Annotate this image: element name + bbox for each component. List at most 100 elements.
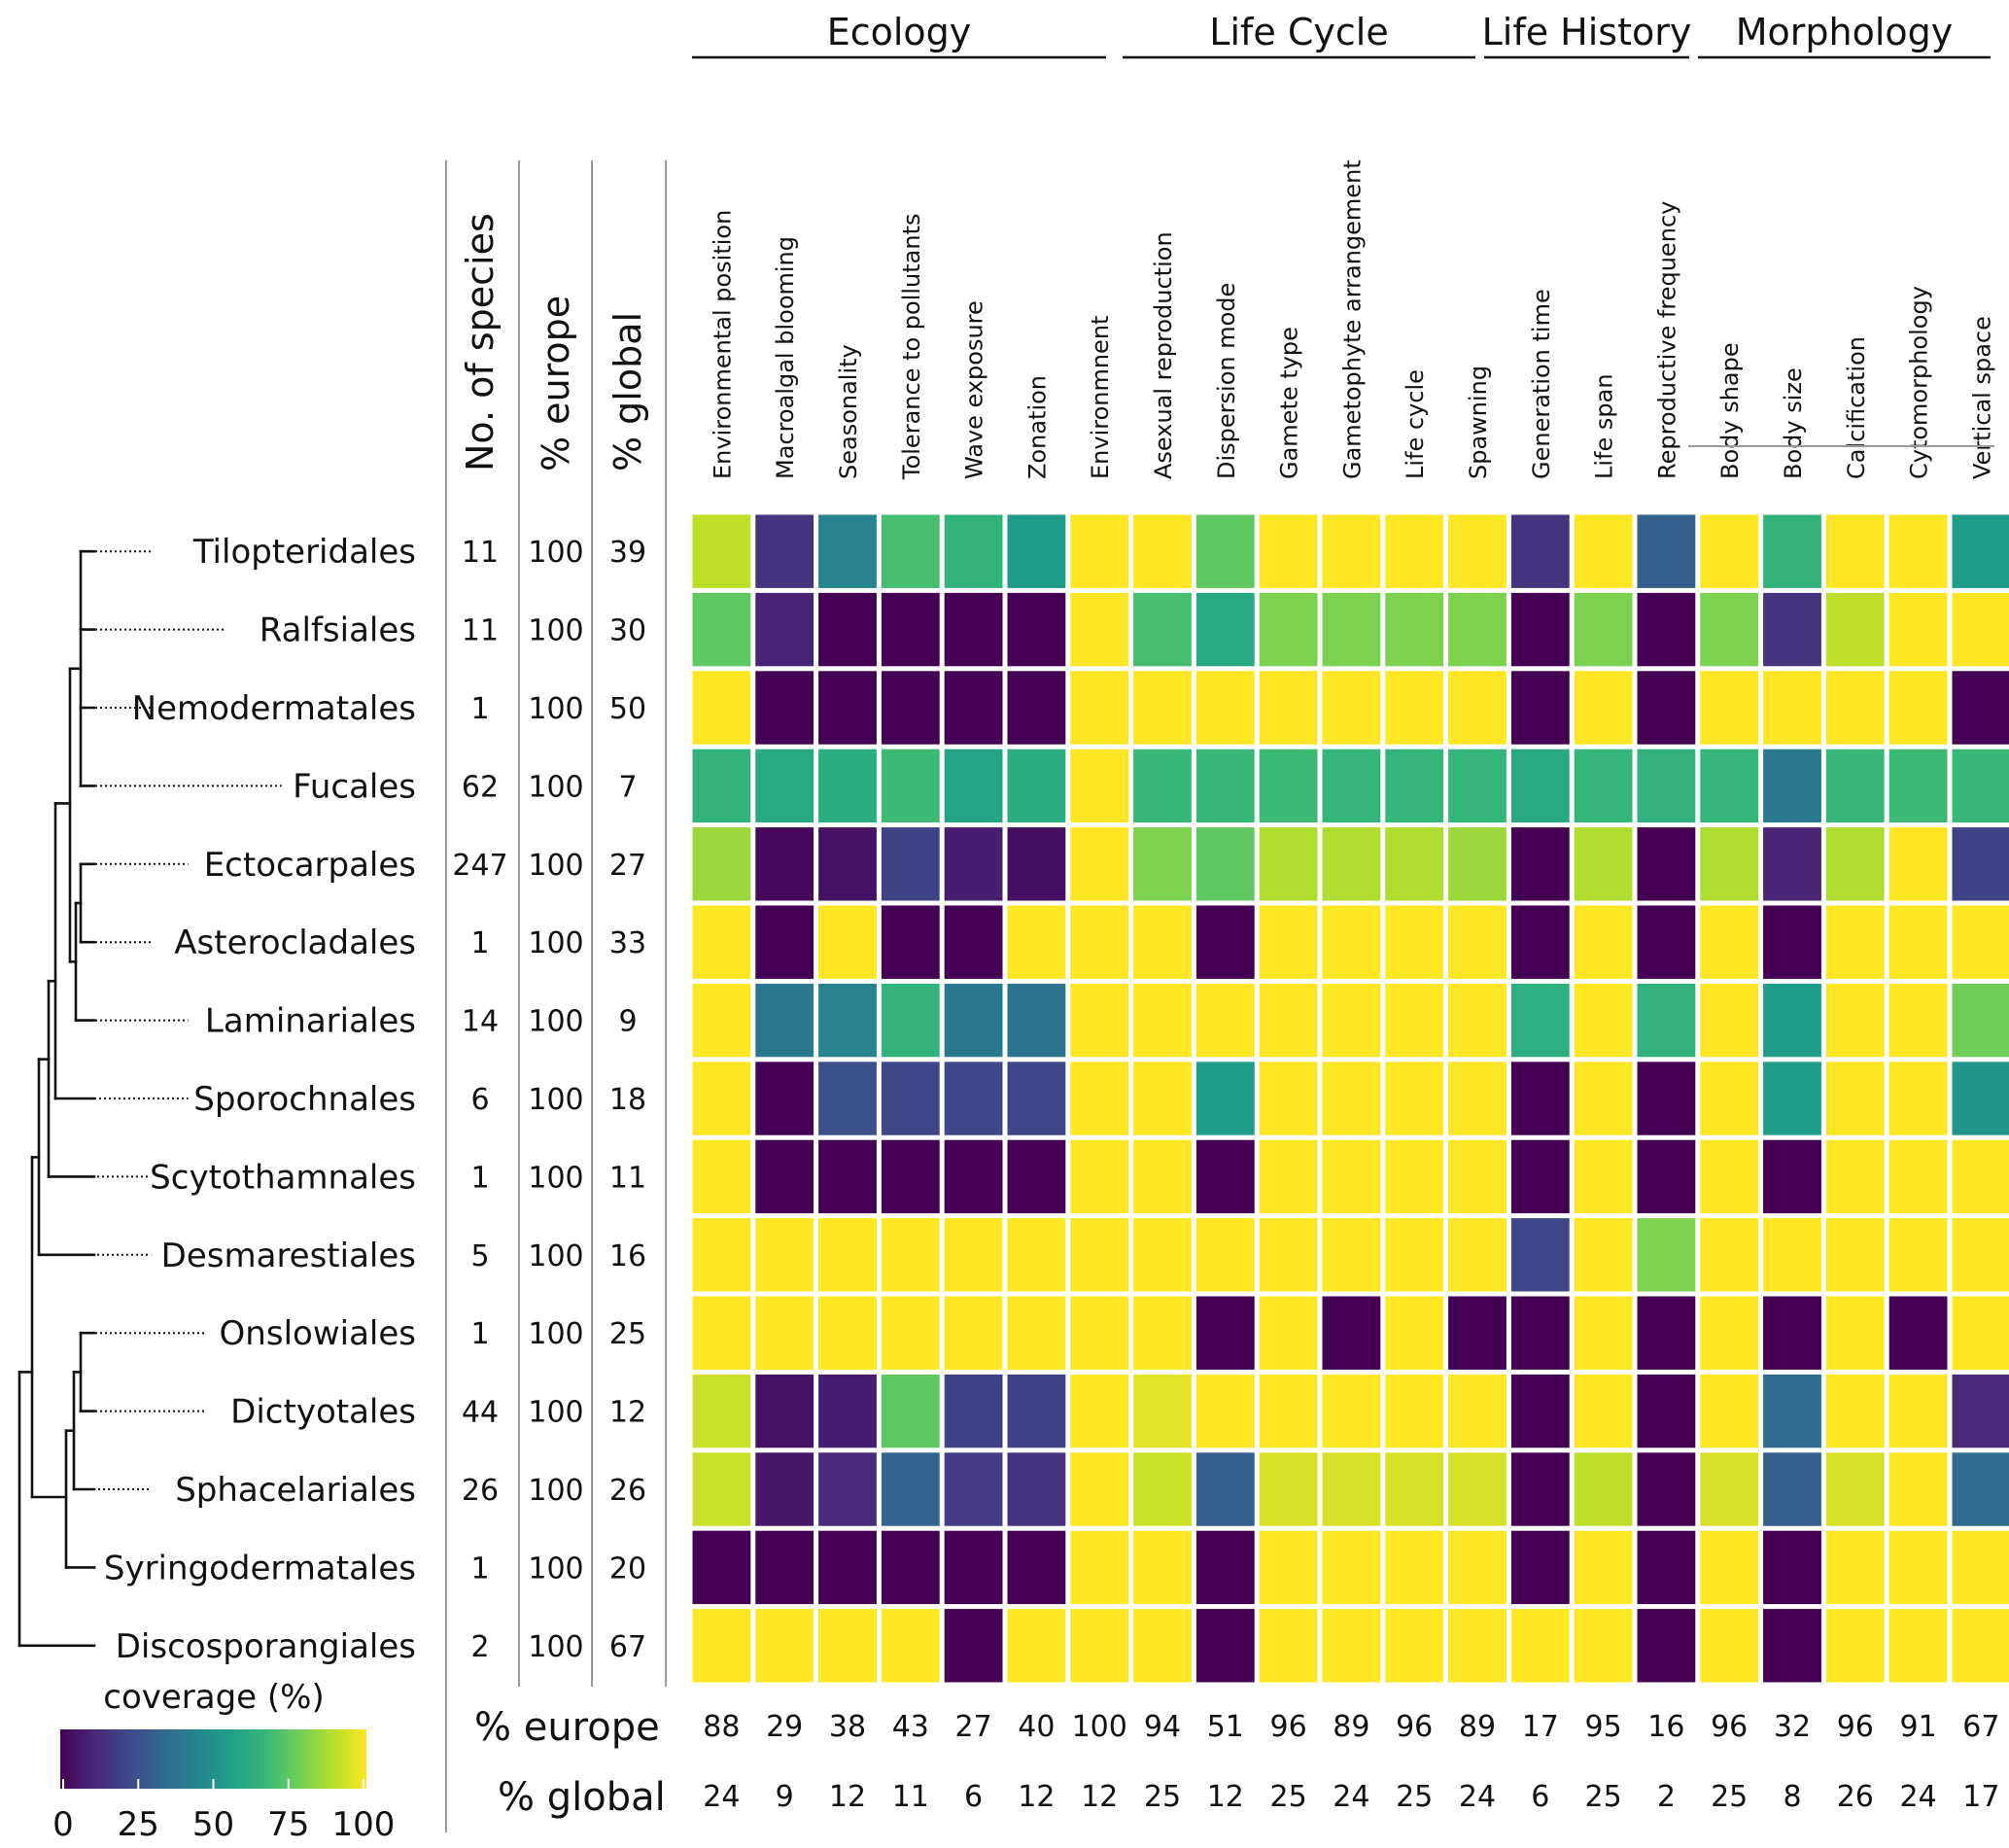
footer-europe-value: 27 (955, 1710, 992, 1744)
heatmap-cell (1510, 592, 1570, 667)
footer-europe-value: 89 (1459, 1710, 1496, 1744)
heatmap-cell (1385, 671, 1444, 745)
footer-global-value: 24 (703, 1780, 740, 1814)
heatmap-cell (1070, 749, 1129, 823)
heatmap-cell (1574, 749, 1633, 823)
heatmap-cell (1700, 1062, 1759, 1135)
order-label-nemodermatales: Nemodermatales (132, 689, 416, 728)
heatmap-cell (1700, 671, 1759, 745)
species-count: 1 (470, 926, 489, 960)
heatmap-cell (1888, 671, 1948, 745)
heatmap-cell (1133, 1139, 1192, 1214)
europe-percent: 100 (528, 1161, 583, 1195)
footer-europe-value: 38 (829, 1710, 866, 1744)
heatmap-cell (1259, 1530, 1318, 1605)
heatmap-cell (1825, 1530, 1885, 1605)
footer-europe-value: 17 (1522, 1710, 1559, 1744)
heatmap-cell (1510, 1374, 1570, 1448)
heatmap-cell (1574, 671, 1633, 745)
heatmap-cell (1385, 514, 1444, 588)
heatmap-cell (1385, 749, 1444, 823)
heatmap-cell (692, 514, 751, 588)
heatmap-cell (1952, 1296, 2009, 1370)
legend-tick-label: 75 (267, 1805, 309, 1844)
heatmap-cell (1259, 1374, 1318, 1448)
footer-global-value: 25 (1270, 1780, 1307, 1814)
heatmap-cell (1510, 905, 1570, 979)
heatmap-cell (1700, 592, 1759, 667)
heatmap-cell (1195, 1062, 1255, 1135)
heatmap-cell (1195, 592, 1255, 667)
heatmap-cell (1448, 983, 1507, 1058)
heatmap-cell (818, 1218, 877, 1292)
heatmap-cell (1952, 1609, 2009, 1683)
footer-global-label: % global (498, 1775, 666, 1820)
heatmap-cell (1888, 827, 1948, 901)
trait-header-tolerance-to-pollutants: Tolerance to pollutants (898, 213, 925, 480)
heatmap-cell (1259, 1609, 1318, 1683)
heatmap-cell (1448, 1530, 1507, 1605)
heatmap-cell (1510, 671, 1570, 745)
heatmap-cell (1133, 983, 1192, 1058)
heatmap-cell (1322, 1530, 1381, 1605)
trait-header-environmental-position: Environmental position (709, 210, 736, 479)
order-label-onslowiales: Onslowiales (220, 1314, 416, 1353)
heatmap-cell (1133, 1609, 1192, 1683)
heatmap-cell (1825, 1609, 1885, 1683)
heatmap-cell (1763, 1062, 1821, 1135)
heatmap-cell (881, 827, 940, 901)
heatmap-cell (818, 514, 877, 588)
heatmap-cell (1448, 1062, 1507, 1135)
heatmap-cell (1070, 1609, 1129, 1683)
order-label-desmarestiales: Desmarestiales (161, 1237, 416, 1275)
footer-europe-value: 29 (766, 1710, 803, 1744)
heatmap-cell (1007, 592, 1066, 667)
heatmap-cell (818, 1139, 877, 1214)
trait-header-reproductive-frequency: Reproductive frequency (1653, 201, 1680, 479)
group-title-morphology: Morphology (1736, 11, 1954, 53)
heatmap-cell (818, 1374, 877, 1448)
footer-global-value: 24 (1459, 1780, 1496, 1814)
heatmap-cell (1888, 1609, 1948, 1683)
heatmap-cell (1385, 827, 1444, 901)
footer-global-value: 25 (1396, 1780, 1433, 1814)
footer-europe-label: % europe (474, 1705, 660, 1750)
heatmap-cell (1825, 1374, 1885, 1448)
footer-europe-value: 96 (1396, 1710, 1433, 1744)
heatmap-cell (1952, 1530, 2009, 1605)
heatmap-cell (1322, 1374, 1381, 1448)
heatmap-cell (1070, 514, 1129, 588)
heatmap-cell (692, 671, 751, 745)
heatmap-cell (944, 1609, 1003, 1683)
heatmap-cell (755, 827, 814, 901)
heatmap-cell (1574, 1452, 1633, 1526)
heatmap-cell (881, 1530, 940, 1605)
europe-percent: 100 (528, 1474, 583, 1508)
footer-global-value: 9 (776, 1780, 794, 1814)
heatmap-cell (1448, 749, 1507, 823)
heatmap-cell (1700, 514, 1759, 588)
order-label-discosporangiales: Discosporangiales (116, 1627, 416, 1666)
heatmap-cell (1133, 514, 1192, 588)
heatmap-cell (818, 749, 877, 823)
global-percent: 50 (609, 692, 646, 726)
heatmap-cell (944, 592, 1003, 667)
heatmap-cell (1952, 983, 2009, 1058)
heatmap-cell (755, 1139, 814, 1214)
global-percent: 18 (609, 1083, 646, 1117)
heatmap-cell (692, 592, 751, 667)
heatmap-cell (1952, 592, 2009, 667)
global-percent: 67 (609, 1630, 646, 1664)
global-percent: 11 (609, 1161, 646, 1195)
heatmap-cell (1007, 905, 1066, 979)
legend-tick-label: 25 (118, 1805, 159, 1844)
global-percent: 33 (609, 926, 646, 960)
heatmap-cell (1763, 1296, 1821, 1370)
heatmap-cell (1070, 1139, 1129, 1214)
europe-percent: 100 (528, 1396, 583, 1430)
heatmap-cell (818, 905, 877, 979)
footer-global-value: 12 (1081, 1780, 1118, 1814)
heatmap-cell (881, 514, 940, 588)
global-percent: 26 (609, 1474, 646, 1508)
